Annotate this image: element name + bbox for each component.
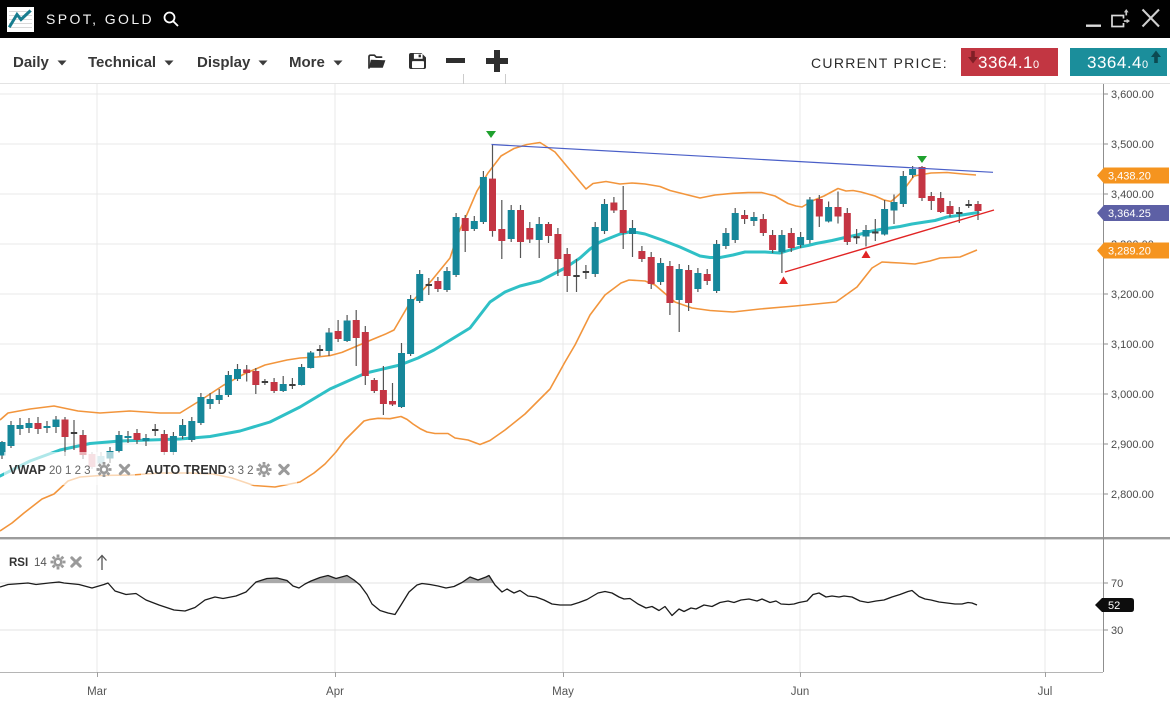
svg-text:3,600.00: 3,600.00 xyxy=(1111,89,1154,101)
svg-text:Jun: Jun xyxy=(791,686,810,698)
svg-text:2,800.00: 2,800.00 xyxy=(1111,489,1154,501)
svg-text:20 1 2 3: 20 1 2 3 xyxy=(49,465,91,477)
svg-text:30: 30 xyxy=(1111,625,1123,637)
svg-text:70: 70 xyxy=(1111,578,1123,590)
svg-text:May: May xyxy=(552,686,574,698)
svg-text:Jul: Jul xyxy=(1038,686,1053,698)
svg-text:VWAP: VWAP xyxy=(9,463,46,477)
svg-text:3,000.00: 3,000.00 xyxy=(1111,389,1154,401)
svg-text:Mar: Mar xyxy=(87,686,107,698)
svg-text:3,500.00: 3,500.00 xyxy=(1111,139,1154,151)
svg-text:3,364.25: 3,364.25 xyxy=(1108,208,1151,220)
svg-text:Apr: Apr xyxy=(326,686,344,698)
svg-text:2,900.00: 2,900.00 xyxy=(1111,439,1154,451)
svg-text:14: 14 xyxy=(34,557,47,569)
svg-text:RSI: RSI xyxy=(9,557,28,569)
svg-text:52: 52 xyxy=(1108,600,1120,612)
svg-text:3,438.20: 3,438.20 xyxy=(1108,170,1151,182)
svg-text:3,400.00: 3,400.00 xyxy=(1111,189,1154,201)
svg-text:3,100.00: 3,100.00 xyxy=(1111,339,1154,351)
svg-text:3,289.20: 3,289.20 xyxy=(1108,245,1151,257)
svg-text:3,200.00: 3,200.00 xyxy=(1111,289,1154,301)
svg-text:3 3 2: 3 3 2 xyxy=(228,465,254,477)
svg-text:AUTO TREND: AUTO TREND xyxy=(145,463,227,477)
